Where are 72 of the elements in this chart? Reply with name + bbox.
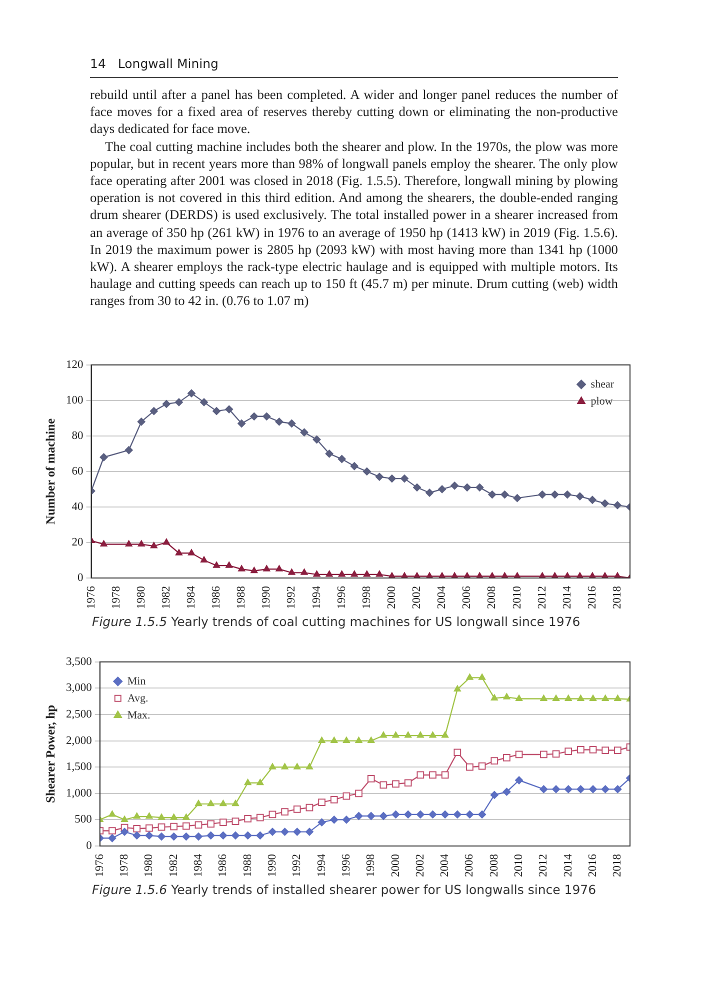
y-tick-label: 500 [74,814,92,826]
x-tick-label: 2016 [586,586,598,609]
text: Longwall Mining [118,56,218,71]
x-tick-label: 1998 [360,586,373,609]
x-tick-label: 2014 [562,854,574,877]
x-tick-label: 1986 [210,586,223,609]
x-tick-label: 2018 [611,586,624,609]
x-tick-label: 2002 [411,586,424,609]
x-tick-label: 1994 [316,854,328,877]
y-tick-label: 20 [72,536,84,548]
x-tick-label: 1982 [168,854,180,877]
x-tick-label: 2018 [612,854,624,877]
x-tick-label: 2012 [538,854,550,877]
x-tick-label: 1980 [135,586,148,609]
x-tick-label: 1996 [336,586,348,609]
x-tick-label: 1976 [94,854,106,877]
x-tick-label: 1998 [365,854,378,877]
y-tick-label: 120 [66,358,84,371]
x-tick-label: 2000 [386,586,398,609]
y-tick-label: 3,000 [66,682,92,694]
x-tick-label: 2008 [488,854,500,877]
x-tick-label: 1978 [118,854,131,877]
x-tick-label: 1988 [236,586,248,609]
x-tick-label: 2004 [436,586,448,609]
y-tick-label: 2,000 [66,734,92,747]
x-tick-label: 1978 [110,586,122,609]
x-tick-label: 2012 [536,586,548,609]
x-tick-label: 1976 [85,586,98,609]
x-tick-label: 2016 [587,854,600,877]
y-tick-label: 60 [72,465,84,478]
legend-label: Max. [127,709,151,722]
x-tick-label: 1988 [242,854,254,877]
text: rebuild until after a panel has been completed. A wider and longer panel reduces the number of face moves for a fixed area of reserves thereby cutting down or eliminating the non-productive days dedicated for face move. [90,86,618,138]
x-tick-label: 2002 [414,854,426,877]
x-tick-label: 1996 [340,854,352,877]
x-tick-label: 2006 [461,586,474,609]
x-tick-label: 1982 [160,586,172,609]
x-tick-label: 2010 [511,586,524,609]
y-tick-label: 80 [72,430,84,442]
x-tick-label: 2000 [390,854,402,877]
y-axis-title: Shearer Power, hp [44,704,58,803]
y-tick-label: 40 [72,500,84,513]
x-tick-label: 2010 [513,854,526,877]
legend-label: Avg. [127,692,148,704]
y-tick-label: 100 [66,394,84,406]
legend-label: shear [590,378,614,390]
y-tick-label: 1,500 [66,761,92,774]
x-tick-label: 1994 [310,586,323,609]
x-tick-label: 1980 [143,854,156,877]
y-tick-label: 2,500 [66,708,92,721]
x-tick-label: 1990 [266,854,278,877]
x-tick-label: 1990 [260,586,273,609]
text: The coal cutting machine includes both the shearer and plow. In the 1970s, the plow was more popular, but in recent years more than 98% of longwall panels employ the shearer. The only plow face operating after 2001 was closed in 2018 (Fig. 1.5.5). Therefore, longwall mining by plowing operation is not covered in this third edition. And among the shearers, the double-ended ranging drum shearer (DERDS) is used exclusively. The total installed power in a shearer increased from an average of 350 hp (261 kW) in 1976 to an average of 1950 hp (1413 kW) in 2019 (Fig. 1.5.6). In 2019 the maximum power is 2805 hp (2093 kW) with most having more than 1341 hp (1000 kW). A shearer employs the rack-type electric haulage and is equipped with multiple motors. Its haulage and cutting speeds can reach up to 150 ft (45.7 m) per minute. Drum cutting (web) width ranges from 30 to 42 in. (0.76 to 1.07 m) [90,138,618,308]
legend-label: Min [127,675,146,688]
y-axis-title: Number of machine [44,418,58,524]
text: 14 [90,56,106,71]
y-tick-label: 0 [78,572,84,584]
x-tick-label: 1984 [186,586,198,609]
x-tick-label: 2008 [486,586,498,609]
x-tick-label: 2014 [561,586,574,609]
y-tick-label: 3,500 [66,656,92,668]
x-tick-label: 2006 [464,854,476,877]
legend-label: plow [590,395,613,408]
x-tick-label: 1992 [286,586,298,609]
x-tick-label: 1984 [192,854,205,877]
caption: Figure 1.5.6 Yearly trends of installed shearer power for US longwalls since 1976 [92,882,596,897]
y-tick-label: 1,000 [66,787,92,800]
x-tick-label: 1986 [217,854,230,877]
caption: Figure 1.5.5 Yearly trends of coal cutting machines for US longwall since 1976 [92,614,580,629]
x-tick-label: 2004 [439,854,452,877]
x-tick-label: 1992 [291,854,304,877]
y-tick-label: 0 [86,840,92,852]
